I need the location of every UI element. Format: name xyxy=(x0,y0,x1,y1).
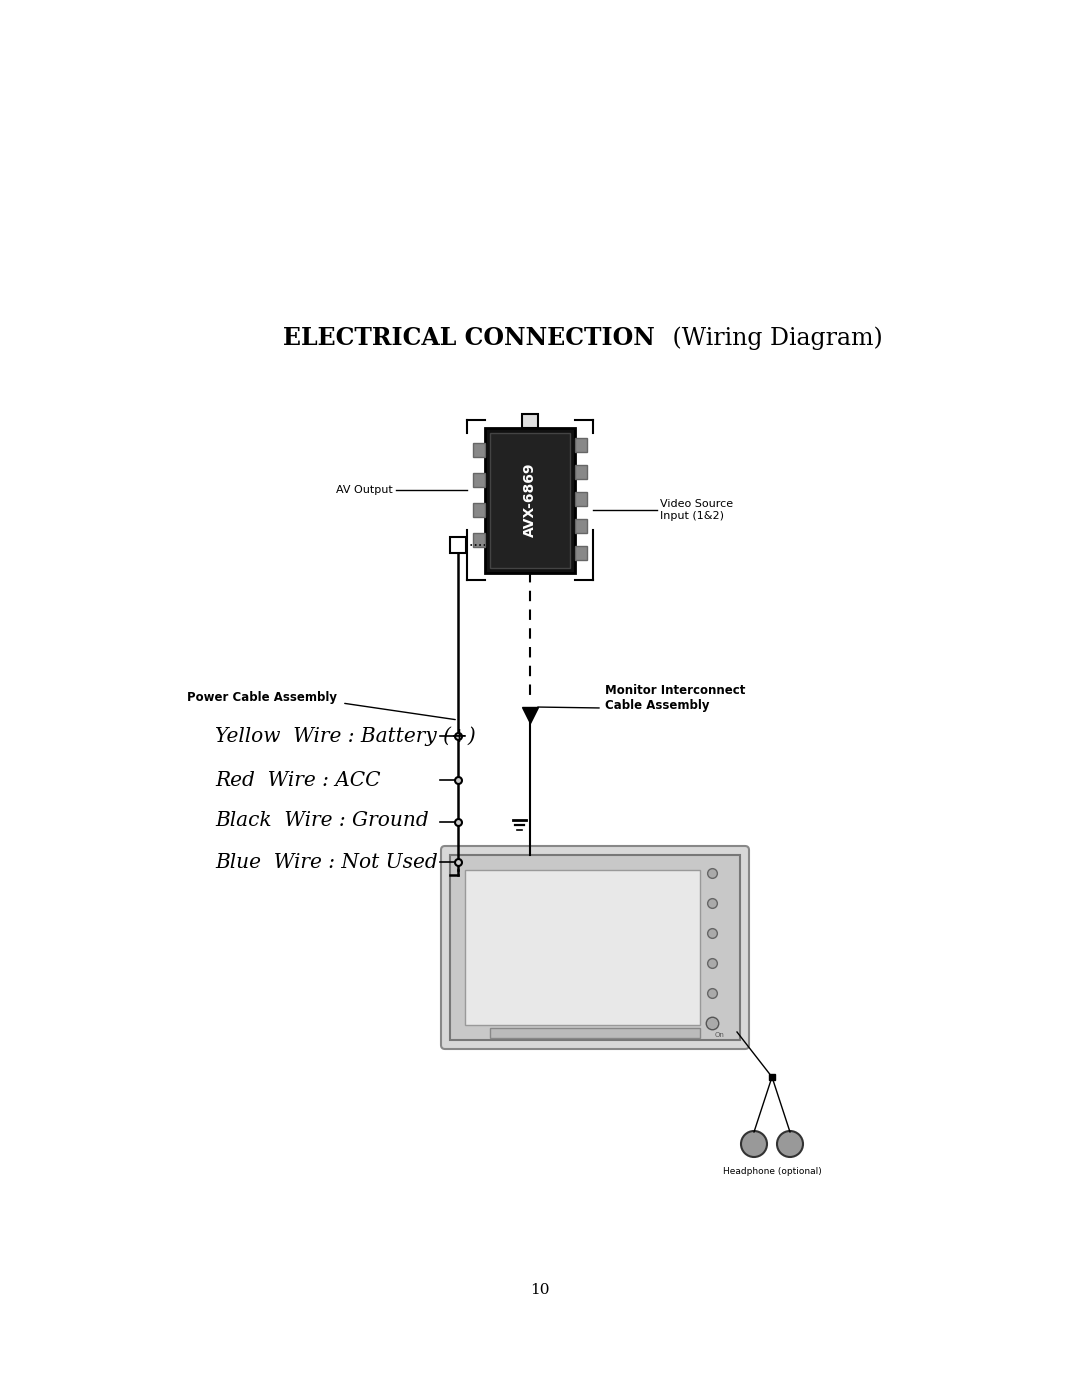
Circle shape xyxy=(741,1132,767,1157)
Text: (Wiring Diagram): (Wiring Diagram) xyxy=(665,327,882,349)
Bar xyxy=(575,520,588,534)
Bar xyxy=(522,414,538,427)
Bar xyxy=(473,443,485,457)
Text: AVX-6869: AVX-6869 xyxy=(523,462,537,538)
Bar xyxy=(575,465,588,479)
Bar xyxy=(575,546,588,560)
Text: Yellow  Wire : Battery (+): Yellow Wire : Battery (+) xyxy=(215,726,476,746)
Text: Video Source
Input (1&2): Video Source Input (1&2) xyxy=(660,499,733,521)
Bar xyxy=(490,1028,700,1038)
Bar xyxy=(575,439,588,453)
Bar xyxy=(450,536,465,553)
Text: Red  Wire : ACC: Red Wire : ACC xyxy=(215,771,380,789)
Text: 10: 10 xyxy=(530,1282,550,1296)
Text: Black  Wire : Ground: Black Wire : Ground xyxy=(215,810,429,830)
Bar xyxy=(485,427,575,573)
Text: ELECTRICAL CONNECTION: ELECTRICAL CONNECTION xyxy=(283,326,654,351)
Bar xyxy=(473,474,485,488)
FancyBboxPatch shape xyxy=(441,847,750,1049)
Text: Headphone (optional): Headphone (optional) xyxy=(723,1166,822,1176)
Bar xyxy=(490,433,570,569)
Bar xyxy=(575,492,588,506)
Bar xyxy=(450,855,740,1039)
Text: Monitor Interconnect
Cable Assembly: Monitor Interconnect Cable Assembly xyxy=(605,683,745,712)
Bar xyxy=(473,534,485,548)
Bar xyxy=(465,870,700,1025)
Text: AV Output: AV Output xyxy=(336,485,393,495)
Text: Blue  Wire : Not Used: Blue Wire : Not Used xyxy=(215,852,437,872)
Circle shape xyxy=(777,1132,804,1157)
Text: On: On xyxy=(715,1032,725,1038)
Text: Power Cable Assembly: Power Cable Assembly xyxy=(187,692,337,704)
Bar xyxy=(473,503,485,517)
